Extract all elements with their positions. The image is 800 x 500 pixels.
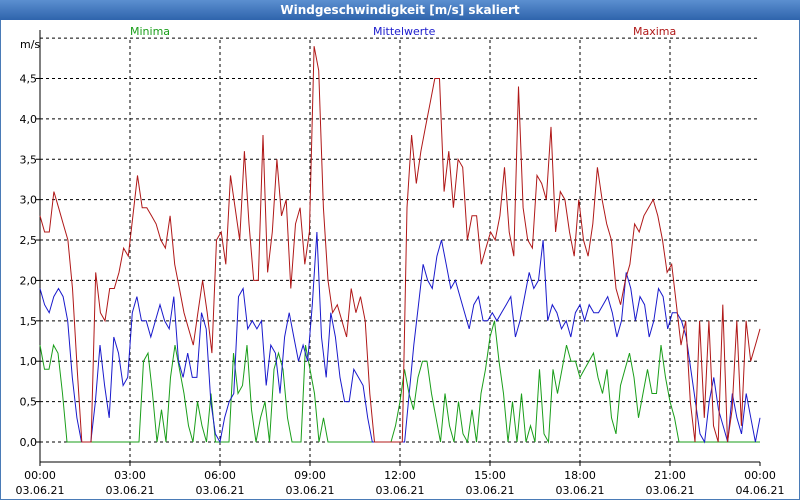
grid-lines: [36, 37, 761, 466]
x-tick-date: 03.06.21: [376, 484, 425, 497]
x-tick-date: 03.06.21: [106, 484, 155, 497]
x-tick-date: 04.06.21: [736, 484, 785, 497]
x-tick-date: 03.06.21: [646, 484, 695, 497]
legend-maxima: Maxima: [633, 25, 676, 38]
y-axis-label: m/s: [20, 38, 40, 51]
x-tick-date: 03.06.21: [286, 484, 335, 497]
x-tick-time: 12:00: [384, 469, 416, 482]
y-tick-label: 2,5: [20, 234, 38, 247]
x-tick-time: 09:00: [294, 469, 326, 482]
window-title: Windgeschwindigkeit [m/s] skaliert: [0, 0, 800, 20]
y-tick-label: 2,0: [20, 274, 38, 287]
y-tick-label: 3,0: [20, 194, 38, 207]
y-tick-label: 4,0: [20, 113, 38, 126]
legend-mittelwerte: Mittelwerte: [373, 25, 436, 38]
x-tick-date: 03.06.21: [556, 484, 605, 497]
y-tick-label: 1,0: [20, 355, 38, 368]
y-tick-labels: 0,0 0,5 1,0 1,5 2,0 2,5 3,0 3,5 4,0 4,5: [20, 72, 38, 449]
x-tick-time: 03:00: [114, 469, 146, 482]
y-tick-label: 3,5: [20, 153, 38, 166]
x-tick-labels: 00:00 03.06.21 03:00 03.06.21 06:00 03.06.21 0…: [16, 469, 785, 497]
x-tick-time: 06:00: [204, 469, 236, 482]
series-group: [39, 46, 761, 444]
x-tick-date: 03.06.21: [16, 484, 65, 497]
x-tick-time: 00:00: [24, 469, 56, 482]
x-tick-date: 03.06.21: [196, 484, 245, 497]
x-tick-time: 15:00: [474, 469, 506, 482]
x-tick-time: 21:00: [654, 469, 686, 482]
legend-minima: Minima: [130, 25, 170, 38]
x-tick-time: 00:00: [744, 469, 776, 482]
x-tick-time: 18:00: [564, 469, 596, 482]
series-line-minima: [39, 320, 760, 444]
y-tick-label: 1,5: [20, 315, 38, 328]
y-tick-label: 0,0: [20, 436, 38, 449]
x-tick-date: 03.06.21: [466, 484, 515, 497]
y-tick-label: 0,5: [20, 396, 38, 409]
series-line-maxima: [39, 46, 761, 443]
y-tick-label: 4,5: [20, 72, 38, 85]
